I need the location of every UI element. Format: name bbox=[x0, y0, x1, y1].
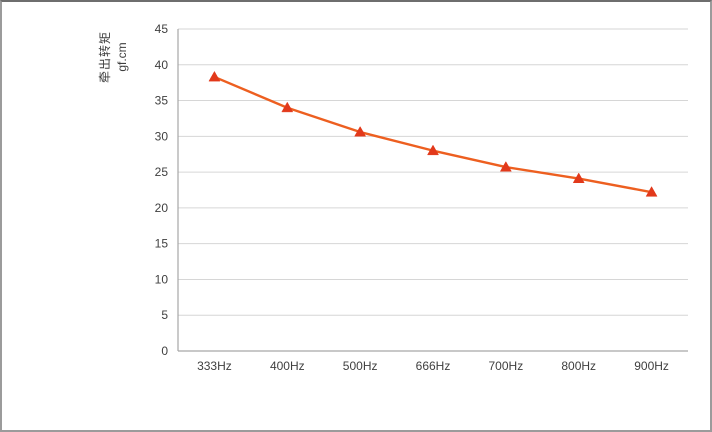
y-tick-label: 5 bbox=[161, 308, 168, 322]
y-tick-label: 25 bbox=[155, 165, 169, 179]
y-tick-label: 0 bbox=[161, 344, 168, 358]
data-point-marker bbox=[499, 161, 512, 172]
series-line bbox=[213, 75, 653, 194]
y-tick-label: 35 bbox=[155, 94, 169, 108]
data-point-marker bbox=[572, 172, 585, 184]
y-axis-title-line2: gf.cm bbox=[115, 42, 129, 72]
x-tick-label: 400Hz bbox=[270, 359, 305, 373]
data-point-marker bbox=[281, 101, 294, 113]
x-tick-label: 666Hz bbox=[416, 359, 451, 373]
y-tick-label: 10 bbox=[155, 272, 169, 286]
y-tick-label: 15 bbox=[155, 237, 169, 251]
y-tick-label: 40 bbox=[155, 58, 169, 72]
y-axis-title-line1: 牵出转矩 bbox=[98, 30, 113, 84]
x-tick-label: 900Hz bbox=[634, 359, 669, 373]
y-tick-label: 45 bbox=[155, 22, 169, 36]
data-point-marker bbox=[645, 186, 658, 197]
y-axis-title: 牵出转矩 gf.cm bbox=[97, 31, 131, 83]
data-point-marker bbox=[427, 144, 439, 156]
y-tick-label: 30 bbox=[155, 129, 169, 143]
y-tick-label: 20 bbox=[155, 201, 169, 215]
data-point-marker bbox=[208, 70, 221, 82]
x-tick-label: 700Hz bbox=[489, 359, 524, 373]
x-tick-label: 800Hz bbox=[561, 359, 596, 373]
data-point-marker bbox=[354, 126, 367, 137]
x-tick-label: 500Hz bbox=[343, 359, 378, 373]
x-tick-label: 333Hz bbox=[197, 359, 232, 373]
